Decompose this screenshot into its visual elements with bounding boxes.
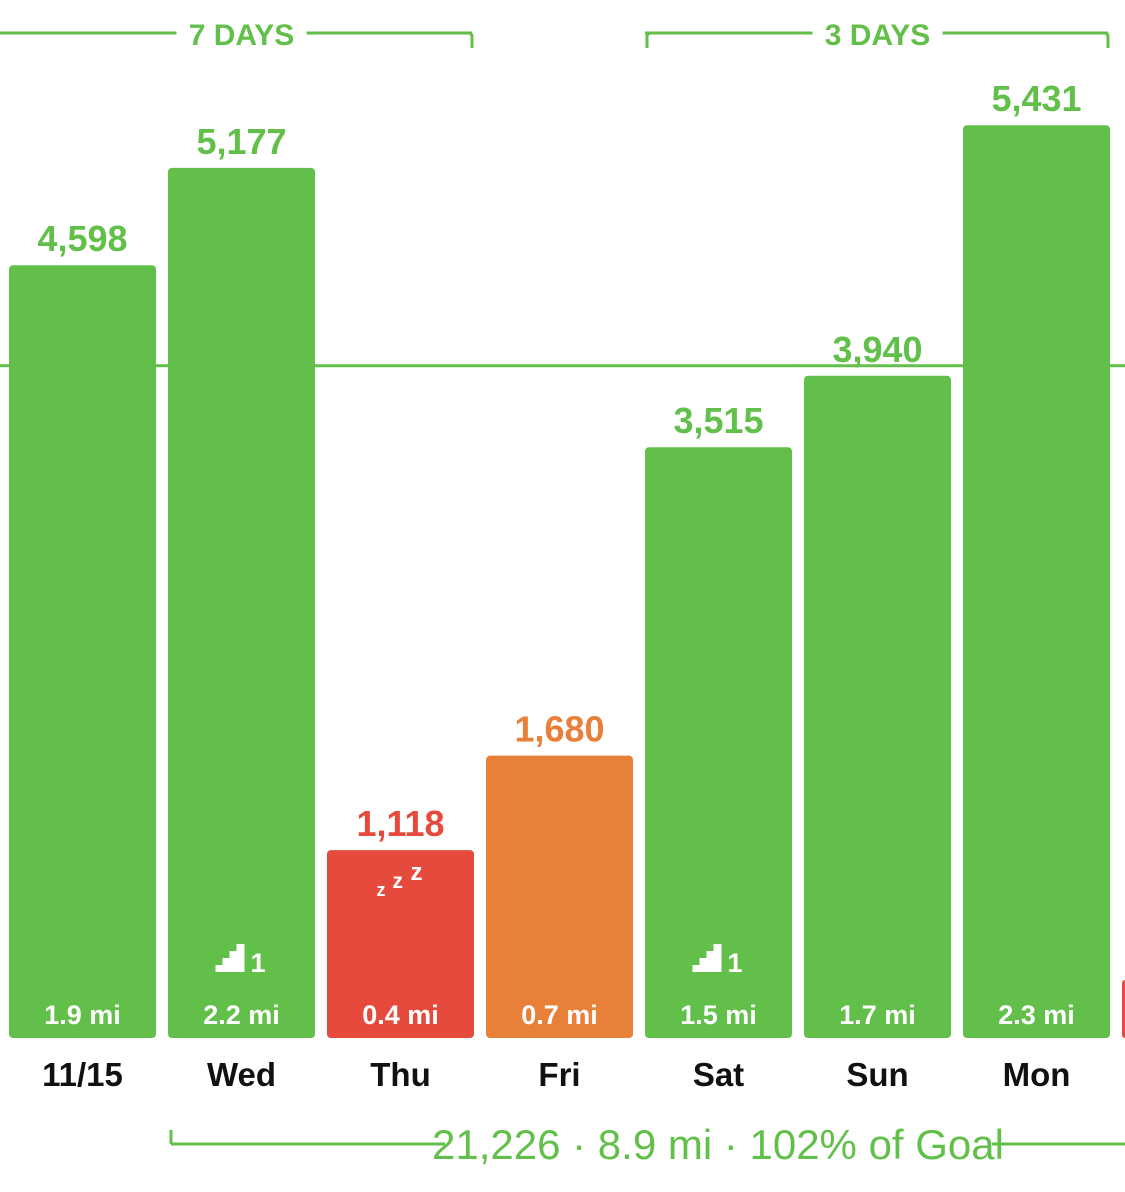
bar-distance-label: 1.9 mi (44, 1000, 121, 1030)
flights-count: 1 (728, 948, 743, 978)
bar-11/15[interactable] (9, 265, 156, 1038)
bar-value-label: 3,940 (832, 329, 922, 370)
streak-label: 3 DAYS (825, 19, 931, 52)
bar-value-label: 1,118 (356, 803, 444, 844)
day-label: Wed (207, 1056, 276, 1093)
bar-value-label: 3,515 (673, 400, 763, 441)
bar-distance-label: 0.4 mi (362, 1000, 439, 1030)
stairs-icon (208, 944, 245, 972)
svg-text:z: z (377, 880, 386, 900)
svg-text:z: z (393, 870, 404, 893)
bar-distance-label: 2.2 mi (203, 1000, 280, 1030)
day-label: Fri (538, 1056, 580, 1093)
bar-distance-label: 2.3 mi (998, 1000, 1075, 1030)
bar-Mon[interactable] (963, 125, 1110, 1038)
bar-value-label: 4,598 (37, 218, 127, 259)
bar-value-label: 5,177 (196, 121, 286, 162)
day-label: Thu (370, 1056, 430, 1093)
streak-bracket: 3 DAYS (645, 19, 1110, 52)
bar-value-label: 5,431 (991, 78, 1081, 119)
streak-label: 7 DAYS (189, 19, 295, 52)
bar-Thu[interactable] (327, 850, 474, 1038)
next-bar-edge (1122, 980, 1125, 1038)
weekly-summary: 21,226 · 8.9 mi · 102% of Goal (432, 1121, 1004, 1168)
bar-distance-label: 1.5 mi (680, 1000, 757, 1030)
bar-distance-label: 1.7 mi (839, 1000, 916, 1030)
day-label: Sun (846, 1056, 908, 1093)
bar-Sat[interactable] (645, 447, 792, 1038)
day-label: Sat (693, 1056, 744, 1093)
bar-Wed[interactable] (168, 167, 315, 1038)
stairs-icon (685, 944, 722, 972)
bar-value-label: 1,680 (514, 709, 604, 750)
svg-text:z: z (411, 859, 423, 886)
bar-Fri[interactable] (486, 755, 633, 1038)
bar-Sun[interactable] (804, 375, 951, 1039)
day-label: 11/15 (42, 1056, 123, 1093)
flights-count: 1 (251, 948, 266, 978)
day-label: Mon (1003, 1056, 1071, 1093)
streak-bracket: 7 DAYS (0, 19, 474, 52)
bar-distance-label: 0.7 mi (521, 1000, 598, 1030)
